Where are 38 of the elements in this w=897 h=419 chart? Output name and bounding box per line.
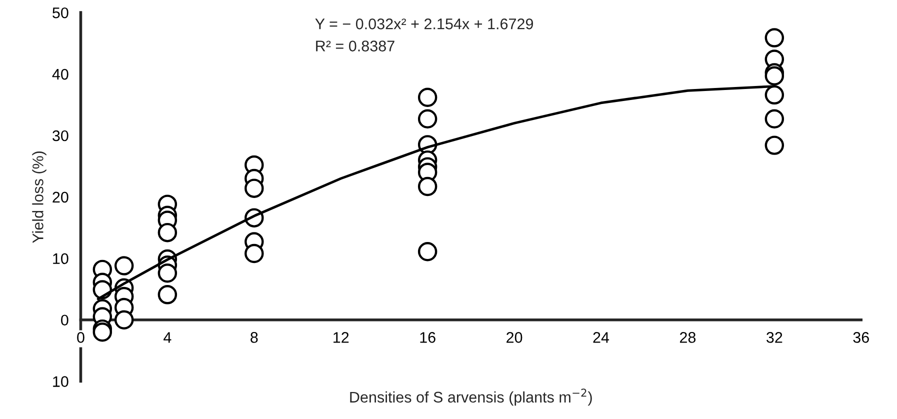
point <box>418 109 438 128</box>
x-tick-label: 20 <box>506 332 522 343</box>
point <box>418 176 438 196</box>
annotation: R² = 0.8387 <box>316 40 394 52</box>
y-tick-label: 20 <box>52 192 68 203</box>
x-tick-label: 0 <box>77 332 84 343</box>
y-tick-label: 50 <box>52 7 68 18</box>
x-tick-label: 28 <box>680 332 696 343</box>
x-tick-label: 8 <box>250 332 258 343</box>
point <box>764 136 784 155</box>
point <box>764 85 784 105</box>
point <box>158 264 178 283</box>
y-tick-label: 10 <box>53 376 68 387</box>
point <box>764 66 784 86</box>
annotation: Y = − 0.032x² + 2.154x + 1.6729 <box>315 18 534 30</box>
x-tick-label: 32 <box>766 332 782 343</box>
x-tick-label: 4 <box>164 332 172 343</box>
point <box>158 285 178 304</box>
y-tick-label: 40 <box>52 68 68 80</box>
x-tick-label: 12 <box>334 332 349 343</box>
point <box>244 244 264 264</box>
y-axis-title: Yield loss (%) <box>32 151 46 243</box>
y-tick-label: 30 <box>52 130 68 142</box>
x-tick-label: 36 <box>853 332 869 343</box>
point <box>418 88 438 107</box>
point <box>92 322 112 342</box>
point <box>764 109 784 128</box>
point <box>114 310 134 330</box>
point <box>418 242 438 262</box>
y-tick-label: 10 <box>53 253 68 264</box>
x-axis-title: Densities of S arvensis (plants m$^{−2}$) <box>350 388 592 406</box>
point <box>158 222 178 242</box>
y-tick-label: 0 <box>61 314 68 326</box>
point <box>764 28 784 48</box>
x-tick-label: 24 <box>593 332 610 343</box>
point <box>244 178 264 198</box>
x-tick-label: 16 <box>420 332 436 343</box>
point <box>114 256 134 276</box>
